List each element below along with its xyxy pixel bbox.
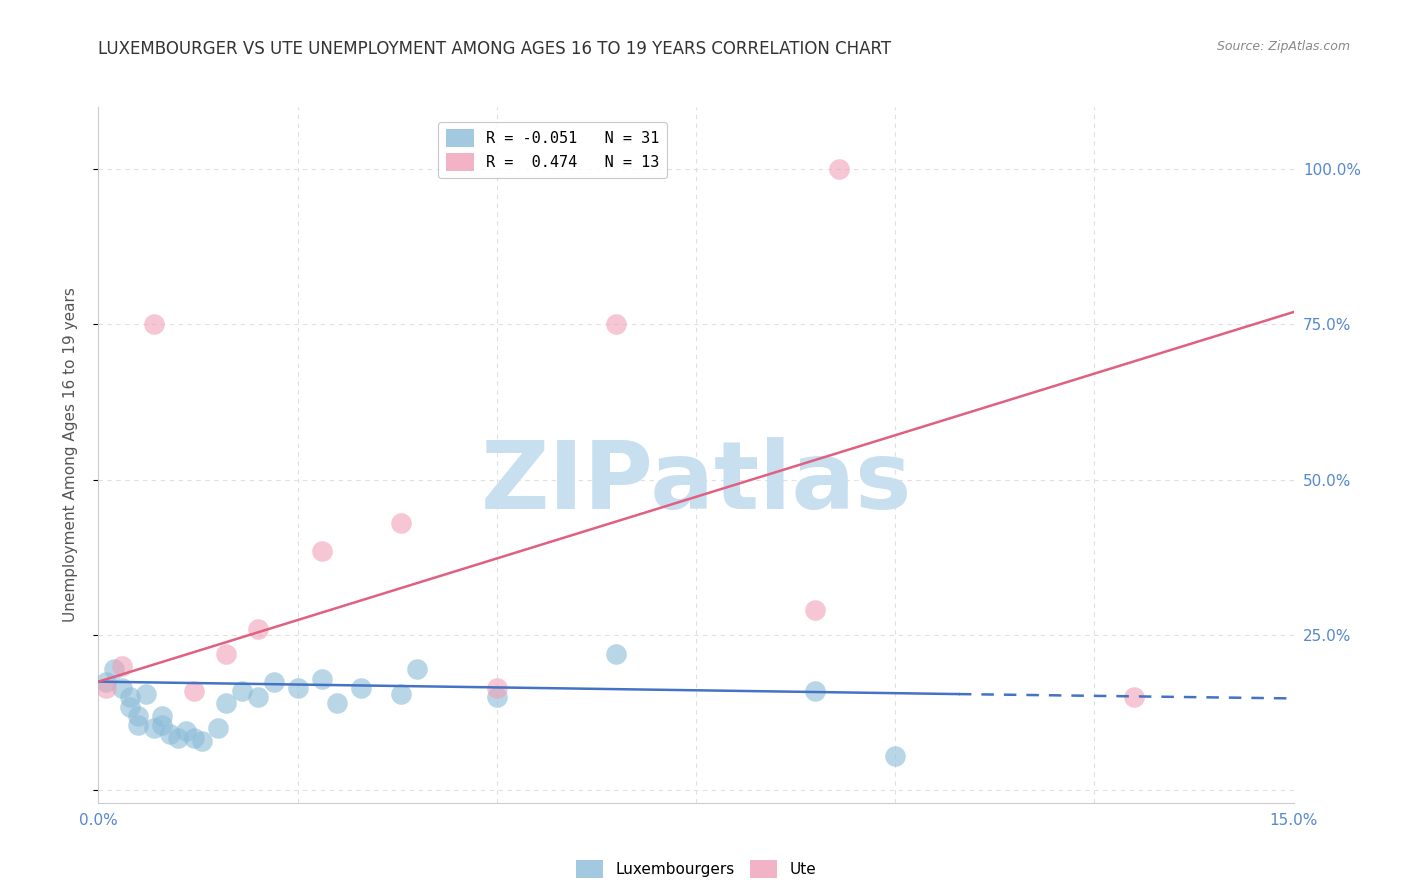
Point: [127, 708, 149, 723]
Text: LUXEMBOURGER VS UTE UNEMPLOYMENT AMONG AGES 16 TO 19 YEARS CORRELATION CHART: LUXEMBOURGER VS UTE UNEMPLOYMENT AMONG A…: [98, 40, 891, 58]
Point: [884, 749, 907, 764]
Point: [231, 684, 253, 698]
Point: [246, 622, 269, 636]
Point: [143, 318, 166, 332]
Point: [828, 162, 851, 177]
Point: [174, 724, 197, 739]
Point: [350, 681, 373, 695]
Point: [167, 731, 190, 745]
Point: [246, 690, 269, 705]
Point: [311, 544, 333, 558]
Point: [326, 697, 349, 711]
Point: [311, 672, 333, 686]
Point: [263, 674, 285, 689]
Point: [127, 718, 149, 732]
Point: [605, 318, 627, 332]
Point: [191, 733, 214, 747]
Point: [804, 684, 827, 698]
Y-axis label: Unemployment Among Ages 16 to 19 years: Unemployment Among Ages 16 to 19 years: [63, 287, 77, 623]
Point: [485, 681, 508, 695]
Point: [1123, 690, 1146, 705]
Point: [183, 731, 205, 745]
Point: [215, 697, 238, 711]
Point: [215, 647, 238, 661]
Point: [159, 727, 181, 741]
Point: [103, 662, 125, 676]
Point: [120, 699, 142, 714]
Point: [96, 681, 118, 695]
Point: [287, 681, 309, 695]
Text: Source: ZipAtlas.com: Source: ZipAtlas.com: [1216, 40, 1350, 54]
Point: [135, 687, 157, 701]
Point: [150, 718, 173, 732]
Legend: Luxembourgers, Ute: Luxembourgers, Ute: [568, 853, 824, 886]
Point: [111, 659, 134, 673]
Point: [389, 687, 412, 701]
Point: [120, 690, 142, 705]
Point: [207, 721, 229, 735]
Point: [111, 681, 134, 695]
Text: ZIPatlas: ZIPatlas: [481, 437, 911, 529]
Point: [183, 684, 205, 698]
Point: [485, 690, 508, 705]
Point: [150, 708, 173, 723]
Point: [605, 647, 627, 661]
Point: [96, 674, 118, 689]
Point: [389, 516, 412, 531]
Point: [406, 662, 429, 676]
Point: [143, 721, 166, 735]
Point: [804, 603, 827, 617]
